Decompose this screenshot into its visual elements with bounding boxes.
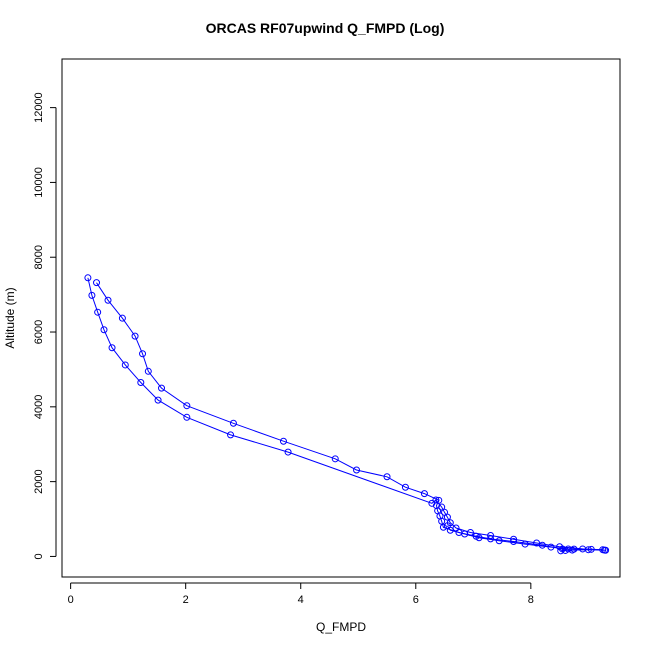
data-point	[568, 546, 576, 554]
data-point	[158, 384, 166, 392]
data-point	[104, 296, 112, 304]
data-point	[154, 396, 162, 404]
y-axis-label: Altitude (m)	[3, 287, 17, 349]
y-tick-label: 12000	[33, 92, 45, 123]
x-axis-label: Q_FMPD	[315, 620, 366, 634]
y-tick-label: 2000	[33, 469, 45, 493]
data-point	[88, 291, 96, 299]
plot-frame	[61, 58, 621, 578]
data-point	[331, 455, 339, 463]
data-point	[121, 361, 129, 369]
data-point	[434, 507, 442, 515]
data-point	[183, 413, 191, 421]
chart-title: ORCAS RF07upwind Q_FMPD (Log)	[205, 20, 445, 36]
data-point	[564, 545, 572, 553]
data-point	[279, 437, 287, 445]
data-point	[108, 344, 116, 352]
y-tick-label: 4000	[33, 395, 45, 419]
data-point	[383, 473, 391, 481]
data-point	[227, 431, 235, 439]
data-point	[487, 531, 495, 539]
x-tick-label: 6	[413, 594, 419, 606]
data-point	[93, 279, 101, 287]
data-point	[556, 543, 564, 551]
series-line	[96, 282, 605, 551]
data-point	[557, 547, 565, 555]
y-tick-label: 8000	[33, 245, 45, 269]
data-point	[137, 379, 145, 387]
data-point	[438, 503, 446, 511]
x-tick-label: 0	[68, 594, 74, 606]
data-point	[144, 367, 152, 375]
data-point	[118, 314, 126, 322]
data-point	[353, 466, 361, 474]
data-point	[131, 332, 139, 340]
data-point	[183, 402, 191, 410]
data-point	[495, 537, 503, 545]
data-point	[284, 448, 292, 456]
data-point	[521, 540, 529, 548]
data-point	[443, 522, 451, 530]
y-tick-label: 0	[33, 553, 45, 559]
data-point	[547, 543, 555, 551]
data-point	[443, 513, 451, 521]
data-point	[229, 419, 237, 427]
x-tick-label: 8	[528, 594, 534, 606]
data-point	[428, 499, 436, 507]
y-tick-label: 6000	[33, 320, 45, 344]
data-point	[602, 546, 610, 554]
data-point	[538, 541, 546, 549]
data-point	[452, 524, 460, 532]
data-point	[94, 308, 102, 316]
axes-group: 0 2 4 6 8 0 2000 4000 6000 8000 10000 12000	[33, 92, 534, 606]
x-tick-label: 2	[183, 594, 189, 606]
data-point	[533, 539, 541, 547]
x-tick-label: 4	[298, 594, 304, 606]
data-point	[84, 274, 92, 282]
series-line	[87, 277, 603, 551]
y-tick-label: 10000	[33, 167, 45, 198]
data-point	[100, 326, 108, 334]
data-point	[475, 534, 483, 542]
data-point	[401, 483, 409, 491]
data-point	[139, 350, 147, 358]
series-layer	[84, 274, 610, 555]
data-point	[420, 490, 428, 498]
series-line	[446, 525, 606, 552]
data-point	[510, 537, 518, 545]
data-point	[432, 496, 440, 504]
data-point	[461, 530, 469, 538]
data-point	[584, 546, 592, 554]
